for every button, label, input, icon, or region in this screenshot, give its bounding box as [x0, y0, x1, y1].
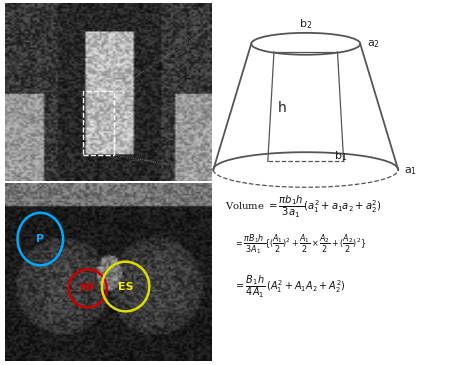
Text: P: P: [36, 234, 45, 244]
Text: ES: ES: [118, 281, 133, 292]
Text: a$_2$: a$_2$: [367, 39, 381, 50]
Text: b$_1$: b$_1$: [334, 149, 347, 163]
Text: a$_1$: a$_1$: [404, 166, 417, 177]
Text: h: h: [278, 101, 286, 115]
Text: $= \dfrac{B_1 h}{4A_1}\,(A_1^2 + A_1A_2 + A_2^2)$: $= \dfrac{B_1 h}{4A_1}\,(A_1^2 + A_1A_2 …: [234, 273, 346, 300]
Text: $= \dfrac{\pi B_1 h}{3A_1}\{(\dfrac{A_1}{2})^2 + \dfrac{A_1}{2} \times \dfrac{A_: $= \dfrac{\pi B_1 h}{3A_1}\{(\dfrac{A_1}…: [234, 233, 366, 256]
Bar: [5, 184, 211, 361]
Bar: [5, 4, 211, 181]
Text: b$_2$: b$_2$: [299, 17, 312, 31]
Text: Volume $= \dfrac{\pi b_1 h}{3a_1}(a_1^2 + a_1a_2 + a_2^2)$: Volume $= \dfrac{\pi b_1 h}{3a_1}(a_1^2 …: [225, 193, 382, 220]
Bar: [83, 91, 114, 155]
Text: MF: MF: [80, 283, 96, 293]
